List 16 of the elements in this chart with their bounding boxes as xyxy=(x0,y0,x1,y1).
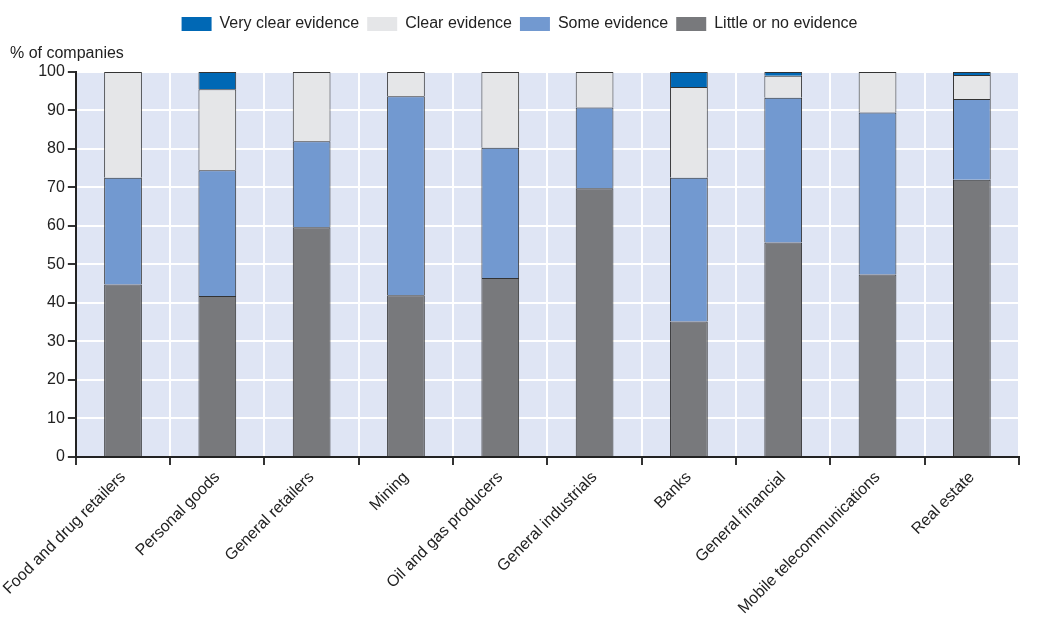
y-tick-label: 30 xyxy=(47,331,65,349)
legend-label: Very clear evidence xyxy=(219,14,360,32)
y-axis-title: % of companies xyxy=(10,44,124,62)
y-tick-label: 100 xyxy=(38,62,65,80)
legend-label: Clear evidence xyxy=(405,14,513,32)
y-tick-label: 50 xyxy=(47,254,65,272)
legend-label: Some evidence xyxy=(557,14,669,32)
y-tick-label: 10 xyxy=(47,408,65,426)
y-tick-label: 70 xyxy=(47,177,65,195)
y-tick-label: 90 xyxy=(47,100,65,118)
y-tick-label: 80 xyxy=(47,139,65,157)
y-tick-label: 0 xyxy=(55,447,65,465)
y-tick-label: 40 xyxy=(47,293,65,311)
legend-label: Little or no evidence xyxy=(714,14,858,32)
y-tick-label: 60 xyxy=(47,216,65,234)
y-tick-label: 20 xyxy=(47,370,65,388)
